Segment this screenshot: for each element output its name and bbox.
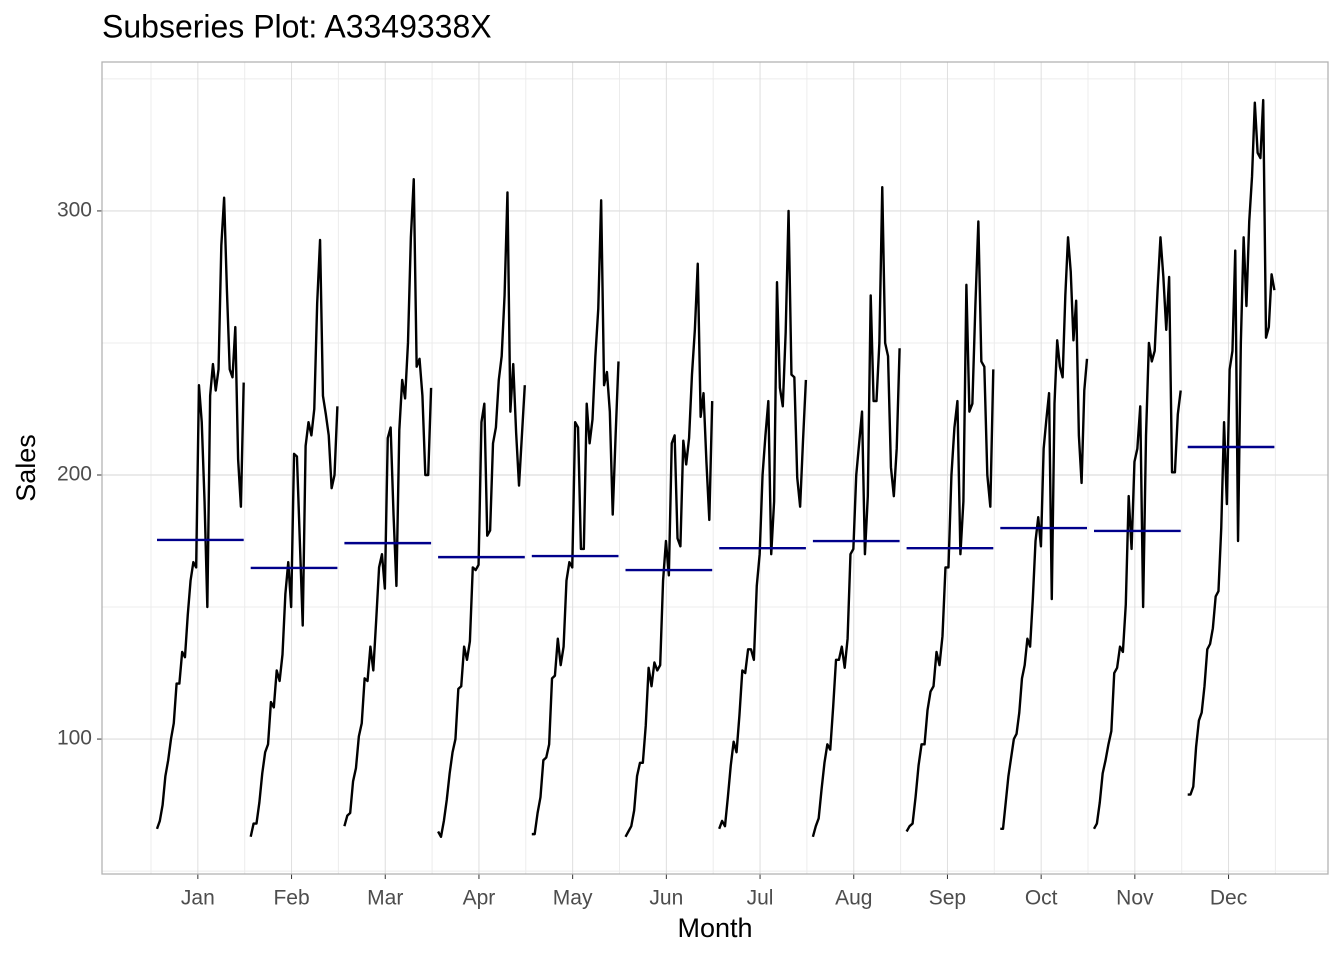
x-tick-label: Oct: [1025, 887, 1058, 910]
subseries-line: [249, 238, 339, 838]
subseries-line: [531, 199, 620, 836]
x-tick-label: Mar: [367, 887, 403, 910]
x-axis-label: Month: [677, 913, 752, 943]
subseries-line: [624, 262, 714, 838]
subseries-line: [811, 185, 901, 838]
y-tick-label: 300: [57, 198, 92, 221]
y-tick-label: 100: [57, 727, 92, 750]
x-tick-label: May: [553, 887, 593, 910]
x-tick-label: Apr: [463, 887, 496, 910]
subseries-line: [718, 209, 808, 830]
x-tick-label: Jan: [181, 887, 215, 910]
subseries-line: [905, 220, 995, 833]
x-tick-label: Aug: [835, 887, 872, 910]
subseries-line: [437, 191, 526, 838]
chart-title: Subseries Plot: A3349338X: [102, 8, 492, 44]
subseries-line: [155, 196, 245, 830]
x-tick-label: Feb: [273, 887, 309, 910]
x-tick-label: Sep: [929, 887, 966, 910]
y-axis-label: Sales: [11, 434, 41, 502]
x-tick-label: Jul: [747, 887, 774, 910]
x-tick-label: Jun: [649, 887, 683, 910]
plot-border: [101, 61, 1329, 875]
subseries-line: [1000, 236, 1089, 831]
x-tick-label: Dec: [1210, 887, 1247, 910]
x-tick-label: Nov: [1116, 887, 1154, 910]
subseries-line: [1187, 98, 1276, 796]
subseries-line: [343, 178, 433, 827]
subseries-line: [1092, 236, 1182, 830]
y-tick-label: 200: [57, 463, 92, 486]
